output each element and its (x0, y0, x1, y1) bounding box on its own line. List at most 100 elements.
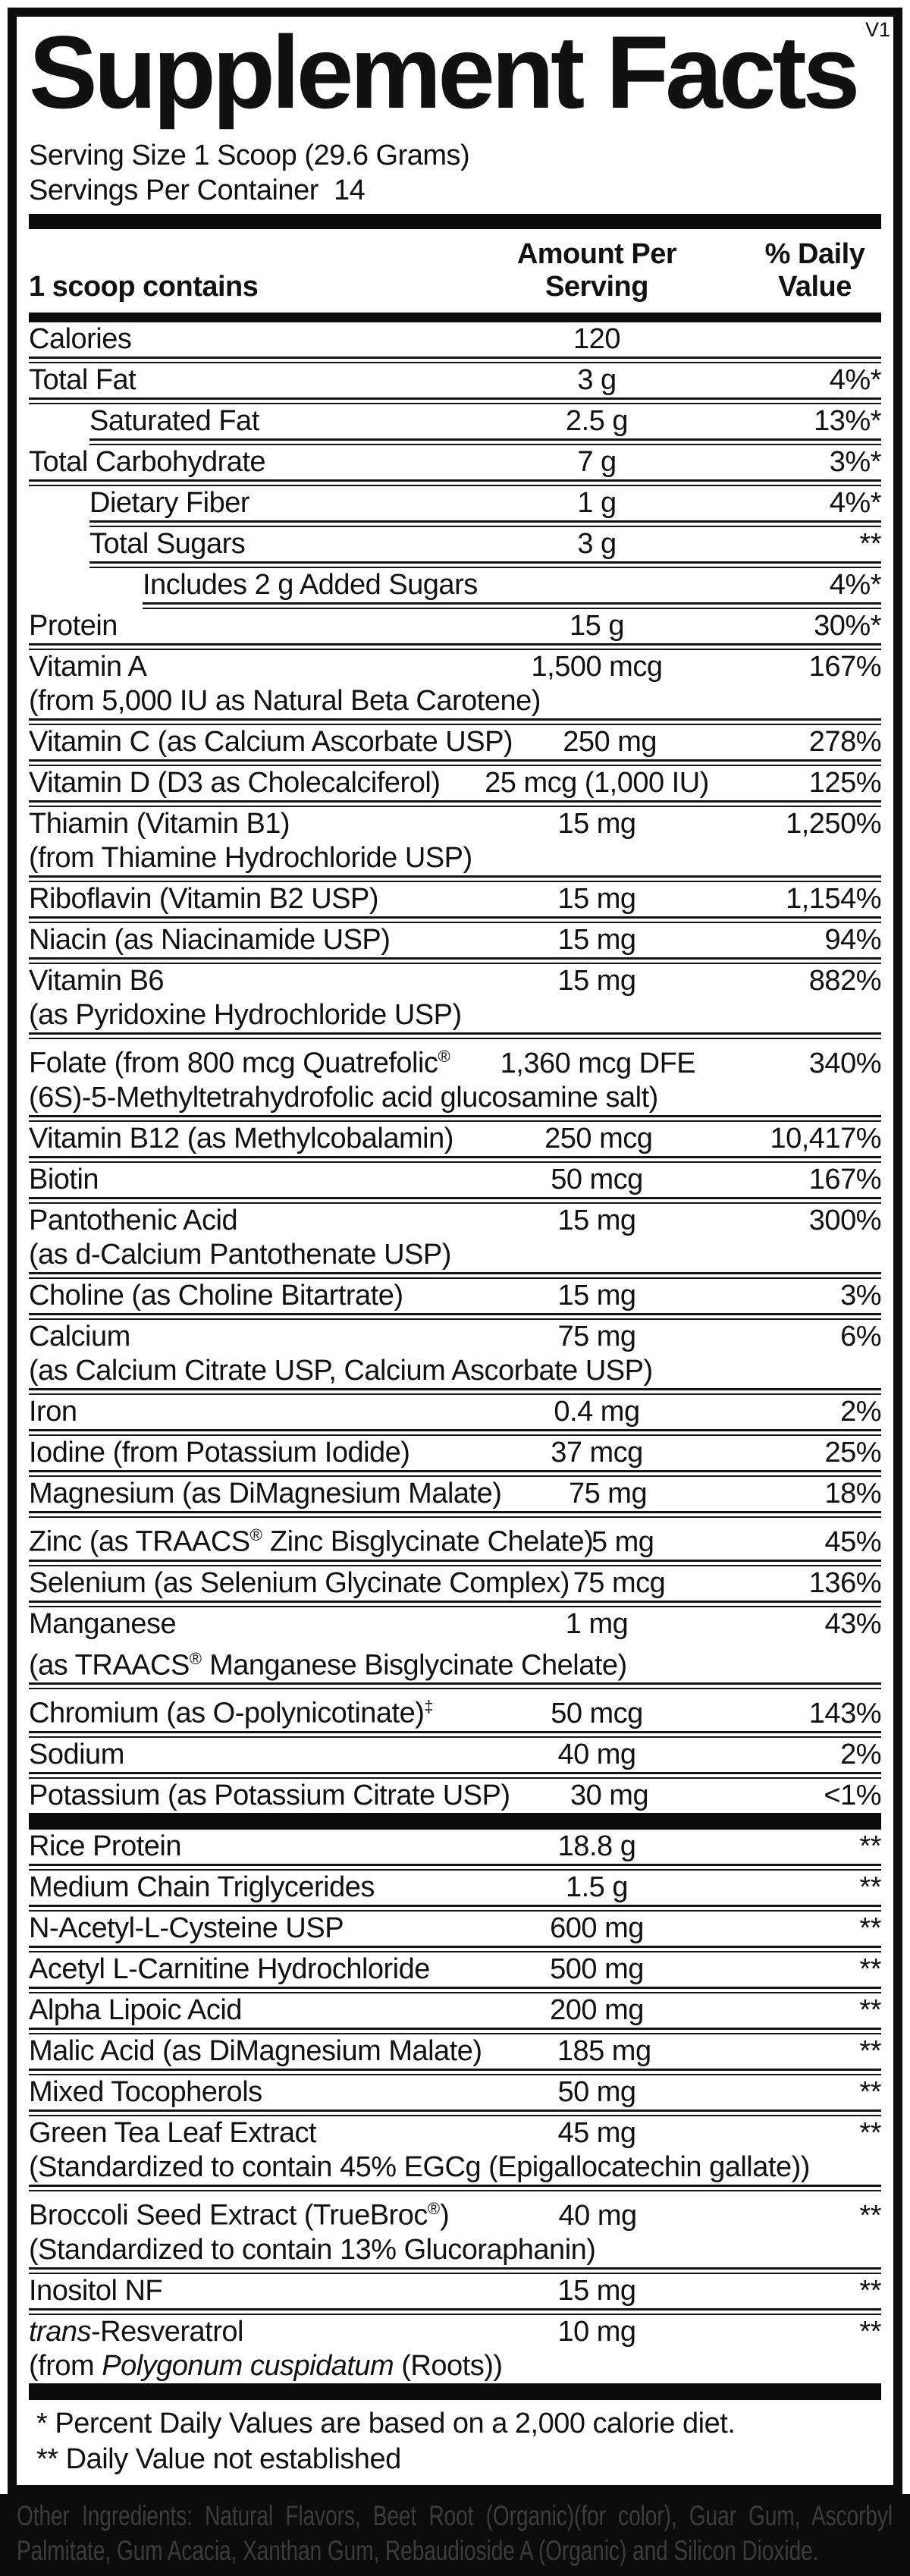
nutrient-name-continued: (from 5,000 IU as Natural Beta Carotene) (29, 685, 541, 718)
nutrient-row: Biotin 50 mcg 167% (29, 1163, 882, 1204)
nutrient-name: Rice Protein (29, 1830, 181, 1862)
nutrient-daily-value: 4%* (829, 364, 882, 397)
nutrient-amount: 15 mg (557, 1204, 636, 1236)
nutrient-daily-value: 1,250% (786, 808, 881, 840)
nutrient-amount: 185 mg (557, 2034, 651, 2067)
nutrient-amount: 15 mg (557, 808, 636, 840)
nutrient-row: Thiamin (Vitamin B1) 15 mg 1,250% (from Thi… (29, 807, 882, 883)
nutrient-daily-value: ** (859, 1912, 881, 1944)
nutrient-row: Magnesium (as DiMagnesium Malate) 75 mg 18… (29, 1477, 882, 1518)
nutrient-daily-value: ** (859, 2116, 881, 2149)
nutrient-row: Vitamin B6 15 mg 882% (as Pyridoxine Hydroc… (29, 964, 882, 1040)
nutrient-row: Choline (as Choline Bitartrate) 15 mg 3% (29, 1279, 882, 1320)
nutrient-name: Thiamin (Vitamin B1) (29, 808, 290, 840)
nutrient-row: Niacin (as Niacinamide USP) 15 mg 94% (29, 923, 882, 965)
other-ingredients-line2: Palmitate, Gum Acacia, Xanthan Gum, Reba… (17, 2534, 819, 2566)
nutrient-amount: 75 mg (557, 1320, 636, 1352)
nutrient-amount: 40 mg (557, 1738, 636, 1770)
row-divider (89, 561, 881, 569)
nutrient-row: Calories 120 (29, 322, 881, 364)
nutrient-name-continued: (Standardized to contain 13% Glucoraphan… (29, 2233, 596, 2266)
nutrient-row: Total Sugars 3 g ** (29, 527, 882, 569)
nutrient-amount: 30 mg (570, 1779, 649, 1811)
nutrient-row: Total Fat 3 g 4%* (29, 363, 882, 405)
row-divider (29, 643, 881, 651)
nutrient-amount: 7 g (577, 446, 617, 479)
row-divider (29, 357, 881, 364)
footnote-daily-values: * Percent Daily Values are based on a 2,… (36, 2407, 736, 2439)
nutrient-row: Malic Acid (as DiMagnesium Malate) 185 mg… (29, 2034, 882, 2075)
nutrient-row: Iron 0.4 mg 2% (29, 1395, 882, 1436)
row-divider (29, 1196, 881, 1204)
nutrient-daily-value: 300% (808, 1204, 882, 1236)
nutrient-amount: 0.4 mg (554, 1395, 640, 1428)
nutrient-name: Acetyl L-Carnitine Hydrochloride (29, 1952, 430, 1985)
nutrient-row: trans-Resveratrol 10 mg ** (from Polygonum … (29, 2315, 882, 2383)
nutrient-row: N-Acetyl-L-Cysteine USP 600 mg ** (29, 1912, 882, 1952)
footnote-not-established: ** Daily Value not established (36, 2442, 401, 2475)
nutrient-name: Total Fat (29, 364, 136, 397)
nutrient-daily-value: 4%* (829, 569, 882, 602)
serving-info: Serving Size 1 Scoop (29.6 Grams) Servin… (29, 138, 881, 208)
nutrient-row: Vitamin C (as Calcium Ascorbate USP) 250 … (29, 725, 882, 767)
nutrient-name: Choline (as Choline Bitartrate) (29, 1279, 403, 1312)
other-ingredients-line1: Other Ingredients: Natural Flavors, Beet… (17, 2499, 893, 2531)
nutrient-name: Niacin (as Niacinamide USP) (29, 924, 391, 957)
nutrient-name: Potassium (as Potassium Citrate USP) (29, 1779, 510, 1811)
nutrient-name-continued: (as Pyridoxine Hydrochloride USP) (29, 999, 462, 1032)
row-divider (29, 1904, 881, 1912)
nutrient-amount: 18.8 g (557, 1830, 636, 1862)
nutrient-amount: 75 mg (568, 1477, 648, 1509)
nutrient-daily-value: 125% (808, 767, 882, 800)
row-divider (29, 1114, 881, 1122)
section-divider-bar (29, 1812, 881, 1830)
nutrient-daily-value: ** (859, 1993, 881, 2026)
row-divider (29, 800, 881, 808)
nutrient-name: Alpha Lipoic Acid (29, 1993, 242, 2026)
servings-per-container: Servings Per Container 14 (29, 174, 366, 207)
col-header-amount: Amount Per Serving (516, 238, 677, 303)
col-header-daily-value: % Daily Value (764, 238, 865, 303)
nutrient-row: Vitamin D (D3 as Cholecalciferol) 25 mcg … (29, 766, 882, 808)
nutrient-amount: 50 mg (557, 2075, 636, 2108)
row-divider (29, 957, 881, 965)
nutrient-name-continued: (as TRAACS® Manganese Bisglycinate Chela… (29, 1648, 627, 1682)
nutrient-name: Pantothenic Acid (29, 1204, 238, 1236)
nutrient-name: Protein (29, 610, 118, 642)
nutrient-amount: 50 mcg (551, 1163, 643, 1195)
divider-bar-header (29, 313, 881, 323)
nutrient-amount: 40 mg (558, 2199, 638, 2232)
nutrient-daily-value: 340% (808, 1047, 882, 1079)
row-divider (29, 1469, 881, 1477)
nutrient-row: Potassium (as Potassium Citrate USP) 30 m… (29, 1779, 882, 1813)
nutrient-amount: 15 mg (557, 2274, 636, 2307)
nutrient-name: Malic Acid (as DiMagnesium Malate) (29, 2034, 482, 2067)
supplement-facts-panel: V1 Supplement Facts Serving Size 1 Scoop… (8, 8, 902, 2494)
nutrient-row: Vitamin B12 (as Methylcobalamin) 250 mcg 1… (29, 1122, 882, 1163)
nutrient-amount: 120 (573, 323, 620, 356)
nutrient-row: Iodine (from Potassium Iodide) 37 mcg 25% (29, 1436, 882, 1477)
row-divider (29, 1387, 881, 1395)
nutrient-daily-value: ** (859, 528, 881, 561)
nutrient-row: Mixed Tocopherols 50 mg ** (29, 2075, 882, 2116)
nutrient-name: Zinc (as TRAACS® Zinc Bisglycinate Chela… (29, 1525, 594, 1558)
nutrient-daily-value: 4%* (829, 487, 882, 520)
nutrient-row: Includes 2 g Added Sugars 4%* (29, 568, 882, 610)
row-divider (29, 916, 881, 924)
nutrient-row: Green Tea Leaf Extract 45 mg ** (Standardiz… (29, 2116, 882, 2191)
nutrient-row: Alpha Lipoic Acid 200 mg ** (29, 1993, 882, 2034)
row-divider (143, 602, 881, 610)
row-divider (29, 875, 881, 883)
nutrient-name: Includes 2 g Added Sugars (143, 569, 478, 602)
other-ingredients-band: Other Ingredients: Natural Flavors, Beet… (0, 2493, 910, 2576)
row-divider (29, 1032, 881, 1040)
nutrient-name: Total Carbohydrate (29, 446, 266, 479)
row-divider (29, 1510, 881, 1518)
nutrient-amount: 15 g (570, 610, 624, 642)
nutrient-name: Inositol NF (29, 2274, 163, 2307)
nutrient-amount: 5 mg (591, 1525, 654, 1558)
row-divider (29, 397, 881, 405)
nutrient-name-continued: (Standardized to contain 45% EGCg (Epiga… (29, 2150, 810, 2183)
nutrient-row: Vitamin A 1,500 mcg 167% (from 5,000 IU as … (29, 650, 882, 726)
nutrient-row: Folate (from 800 mcg Quatrefolic® 1,360 m… (29, 1039, 882, 1122)
